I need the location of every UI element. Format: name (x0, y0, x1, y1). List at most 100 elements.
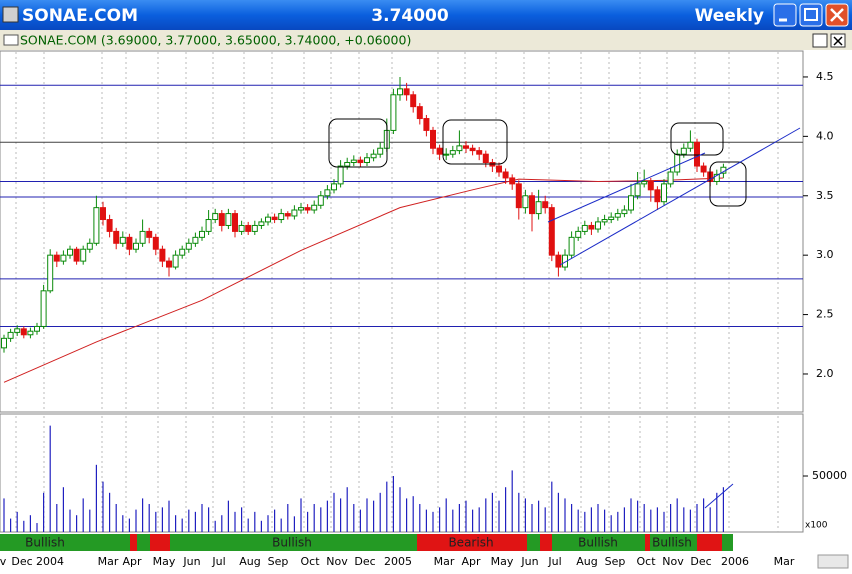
candle-body (588, 224, 595, 230)
candle-body (535, 201, 542, 215)
chart-title: SONAE.COM (3.69000, 3.77000, 3.65000, 3.… (20, 33, 411, 48)
candle-body (595, 221, 601, 230)
candle-body (199, 230, 205, 238)
candle-body (687, 141, 694, 149)
candle-body (47, 254, 54, 292)
x-tick-label: Oct (300, 555, 320, 568)
candle-body (20, 328, 27, 336)
candle-body (225, 213, 232, 226)
candle-body (133, 242, 139, 250)
candle-body (667, 171, 674, 185)
candle-body (370, 153, 377, 159)
x-tick-label: Dec (354, 555, 375, 568)
x-tick-label: Jun (182, 555, 200, 568)
candle-body (284, 213, 291, 217)
candle-body (674, 153, 681, 173)
volume-panel (0, 413, 804, 533)
signal-label: Bullish (578, 536, 618, 550)
candle-body (476, 150, 483, 155)
candle-body (298, 207, 304, 211)
candle-body (53, 254, 60, 262)
candle-body (634, 183, 641, 197)
y-tick-label: 4.0 (816, 129, 834, 142)
candle-body (27, 330, 34, 336)
y-tick-label: 3.5 (816, 189, 834, 202)
candle-body (1, 337, 7, 349)
candle-body (581, 224, 588, 232)
x-tick-label: 2005 (384, 555, 412, 568)
candle-body (106, 219, 113, 232)
candle-body (146, 230, 153, 238)
maximize-button[interactable] (799, 3, 823, 27)
candle-body (86, 242, 93, 250)
x-tick-label: Apr (461, 555, 481, 568)
candle-body (185, 242, 192, 250)
x-tick-label: Jul (211, 555, 225, 568)
candle-body (430, 129, 436, 149)
candle-body (93, 207, 100, 244)
candle-body (251, 224, 258, 232)
signal-label: Bearish (448, 536, 493, 550)
signal-segment (697, 534, 722, 551)
y-tick-label: 4.5 (816, 70, 834, 83)
candle-body (67, 248, 73, 256)
candle-body (463, 145, 469, 149)
candle-body (522, 195, 529, 209)
x-tick-label: Sep (268, 555, 289, 568)
x-tick-label: Mar (434, 555, 455, 568)
x-tick-label: May (491, 555, 514, 568)
scroll-button[interactable] (817, 554, 849, 569)
candle-body (713, 173, 720, 183)
trend-channel (547, 127, 801, 509)
x-tick-label: Apr (122, 555, 142, 568)
signal-segment (417, 534, 527, 551)
candle-body (100, 207, 106, 221)
restore-button[interactable] (812, 33, 828, 48)
candle-body (700, 165, 707, 173)
candle-body (654, 189, 661, 203)
candle-body (515, 183, 522, 209)
candle-body (377, 147, 384, 155)
x-tick-label: Aug (576, 555, 597, 568)
candle-body (152, 236, 159, 250)
signal-segment (137, 534, 150, 551)
candle-body (575, 230, 582, 238)
signal-label: Bullish (652, 536, 692, 550)
candle-body (397, 88, 403, 96)
signal-segment (650, 534, 697, 551)
candle-body (172, 254, 179, 268)
annotations (328, 118, 747, 207)
candle-body (258, 221, 265, 226)
signal-segment (0, 534, 130, 551)
candle-body (641, 181, 648, 185)
title-bar (0, 0, 852, 30)
chart-header (0, 30, 852, 50)
candle-body (324, 189, 331, 197)
candle-body (265, 216, 271, 223)
candle-body (113, 230, 120, 244)
chart-icon (3, 34, 19, 46)
x-tick-label: 2006 (721, 555, 749, 568)
candle-body (34, 325, 40, 332)
candle-body (271, 216, 278, 221)
x-tick-label: Nov (326, 555, 348, 568)
candle-body (192, 236, 199, 244)
x-tick-label: Sep (605, 555, 626, 568)
signal-label: Bullish (272, 536, 312, 550)
app-icon (2, 6, 19, 23)
signal-segment (552, 534, 645, 551)
candle-body (542, 201, 549, 209)
period: Weekly (695, 6, 764, 26)
candle-body (218, 213, 225, 226)
candle-body (357, 159, 364, 163)
price-panel (0, 50, 804, 413)
candle-body (482, 153, 489, 163)
candle-body (621, 209, 628, 215)
candle-body (317, 195, 324, 206)
minimize-button[interactable] (773, 3, 797, 27)
x-tick-label: Mar (98, 555, 119, 568)
x-tick-label: Nov (662, 555, 684, 568)
candle-body (238, 224, 245, 232)
